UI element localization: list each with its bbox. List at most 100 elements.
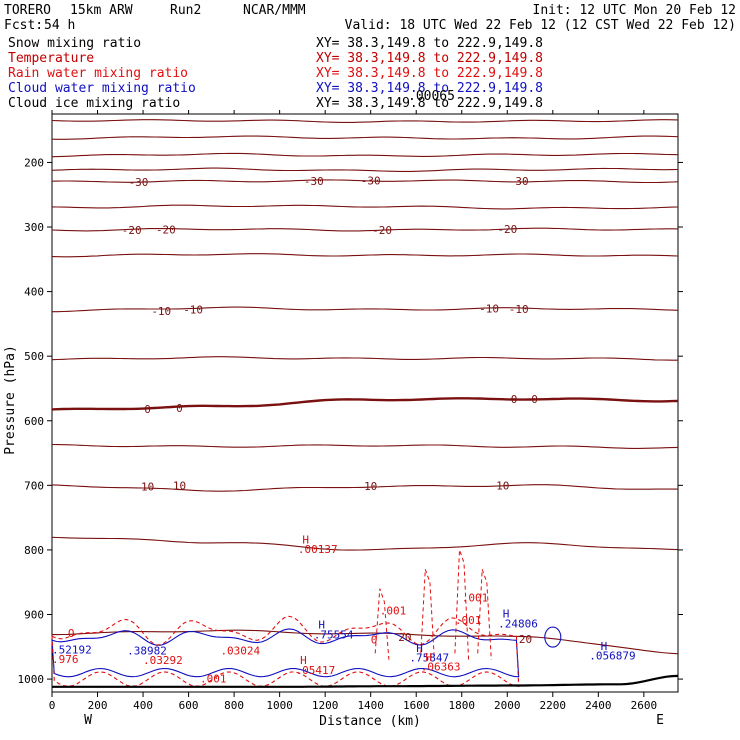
extrema-label: .03292 xyxy=(143,654,183,667)
rain-tower-contour xyxy=(420,569,435,660)
x-tick-label: 0 xyxy=(49,699,56,712)
init-time: Init: 12 UTC Mon 20 Feb 12 xyxy=(533,3,737,18)
extrema-label: .056879 xyxy=(589,650,635,663)
isotherm-label: -10 xyxy=(151,305,171,318)
legend-cloudwater-xy: XY= 38.3,149.8 to 222.9,149.8 xyxy=(316,81,543,96)
x-tick-label: 2600 xyxy=(631,699,658,712)
y-tick-label: 500 xyxy=(24,350,44,363)
y-tick-label: 700 xyxy=(24,479,44,492)
rain-tower-contour xyxy=(454,549,470,660)
y-tick-label: 300 xyxy=(24,221,44,234)
isotherm-label: -30 xyxy=(509,175,529,188)
extrema-label: O xyxy=(68,627,75,640)
valid-time: Valid: 18 UTC Wed 22 Feb 12 (12 CST Wed … xyxy=(345,18,736,33)
extrema-label: H xyxy=(425,651,432,664)
rain-tower-contour xyxy=(477,569,492,660)
y-tick-label: 400 xyxy=(24,286,44,299)
isotherm-label: 0 xyxy=(144,403,151,416)
x-axis-west: W xyxy=(84,713,92,728)
x-tick-label: 1600 xyxy=(403,699,430,712)
isotherm-label: 10 xyxy=(141,481,154,494)
isotherm-line xyxy=(52,306,679,313)
x-tick-label: 1200 xyxy=(312,699,339,712)
isotherm-label: 20 xyxy=(398,631,411,644)
isotherm-label: 20 xyxy=(519,633,532,646)
isotherm-label: -10 xyxy=(183,304,203,317)
extrema-label: .00137 xyxy=(298,543,338,556)
isotherm-line xyxy=(51,227,679,232)
extrema-label: .06363 xyxy=(421,661,461,674)
org-label: NCAR/MMM xyxy=(243,3,306,18)
legend-snow-xy: XY= 38.3,149.8 to 222.9,149.8 xyxy=(316,36,543,51)
isotherm-label: -20 xyxy=(122,224,142,237)
extrema-label: .24806 xyxy=(498,617,538,630)
extrema-label: .52192 xyxy=(52,643,92,656)
x-tick-label: 600 xyxy=(179,699,199,712)
header: TORERO 15km ARW Run2 NCAR/MMM Init: 12 U… xyxy=(4,3,736,33)
plot-frame xyxy=(51,113,679,693)
cloud-water-cell xyxy=(544,626,562,648)
extrema-label: H xyxy=(302,533,309,546)
extrema-label: .75554 xyxy=(314,628,354,641)
extrema-label: 0 xyxy=(371,634,378,647)
terrain-line xyxy=(52,674,679,688)
extrema-label: H xyxy=(416,642,423,655)
x-tick-label: 1000 xyxy=(266,699,293,712)
x-tick-label: 2200 xyxy=(540,699,567,712)
isotherm-line xyxy=(51,536,679,551)
contour-labels: -30 -30 -30 -30-20 -20 -20 -20-10 -10 -10 -100 00 0… xyxy=(122,175,538,647)
isotherm-line xyxy=(51,135,679,140)
extrema-label: H xyxy=(318,619,325,632)
extrema-label: .38982 xyxy=(127,645,167,658)
extrema-label: H xyxy=(503,608,510,621)
y-tick-label: 600 xyxy=(24,415,44,428)
x-tick-label: 1800 xyxy=(448,699,475,712)
isotherm-line xyxy=(51,152,679,158)
model-name: TORERO xyxy=(4,3,51,18)
isotherm-label: -20 xyxy=(372,224,392,237)
x-axis-title: Distance (km) xyxy=(319,714,421,729)
extrema-label: H xyxy=(300,654,307,667)
isotherm-label: -30 xyxy=(304,175,324,188)
y-tick-label: 900 xyxy=(24,609,44,622)
y-tick-label: 200 xyxy=(24,156,44,169)
extrema-annotations: H.00137.001.001.001 H.24806H.75554.52192.… xyxy=(52,533,636,685)
fcst-value: 54 h xyxy=(44,18,75,33)
isotherm-line xyxy=(51,443,679,449)
isotherm-line xyxy=(51,204,679,210)
axes: 0 200 400 600 800 1000 1200 1400 1600 1800 2000 220… xyxy=(18,110,683,712)
extrema-label: .001 xyxy=(200,672,227,685)
resolution: 15km ARW xyxy=(70,3,133,18)
run-label: Run2 xyxy=(170,3,201,18)
legend-snow-label: Snow mixing ratio xyxy=(8,36,141,51)
extrema-label: .001 xyxy=(462,592,489,605)
isotherm-line xyxy=(51,356,678,361)
legend-rain-label: Rain water mixing ratio xyxy=(8,66,188,81)
legend: Snow mixing ratio XY= 38.3,149.8 to 222.… xyxy=(8,36,543,111)
rain-tower-contour xyxy=(374,588,390,660)
y-tick-label: 1000 xyxy=(18,673,45,686)
isotherm-label: -20 xyxy=(156,224,176,237)
isotherm-label: -10 xyxy=(509,303,529,316)
isotherm-line xyxy=(51,484,678,492)
legend-cloudice-xy: XY= 38.3,149.8 to 222.9,149.8 xyxy=(316,96,543,111)
isotherm-label: 0 xyxy=(531,393,538,406)
isotherm-label: 0 xyxy=(511,393,518,406)
x-axis-east: E xyxy=(656,713,664,728)
fcst-label: Fcst: xyxy=(4,18,43,33)
isotherm-label: -20 xyxy=(497,223,517,236)
isotherm-line xyxy=(52,629,679,655)
x-tick-label: 400 xyxy=(133,699,153,712)
isotherm-line xyxy=(51,119,679,123)
extrema-label: .03024 xyxy=(220,645,260,658)
legend-cloudice-label: Cloud ice mixing ratio xyxy=(8,96,180,111)
extrema-label: H xyxy=(601,640,608,653)
extrema-label: .05417 xyxy=(296,664,336,677)
extrema-label: .001 xyxy=(380,605,407,618)
isotherm-line xyxy=(51,253,679,258)
x-tick-label: 1400 xyxy=(357,699,384,712)
isotherm-line xyxy=(51,397,679,411)
isotherm-label: 10 xyxy=(173,479,186,492)
cloud-water-contour xyxy=(51,628,520,678)
